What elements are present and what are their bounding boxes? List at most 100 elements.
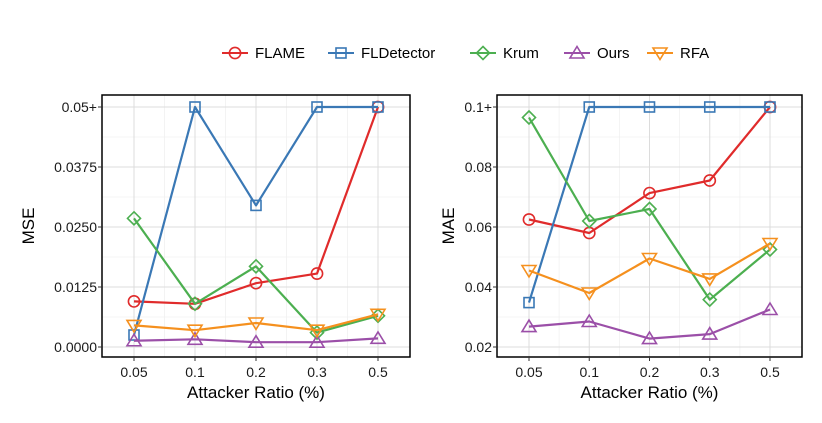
data-point [521, 109, 537, 126]
series-rfa [520, 237, 779, 302]
series-fldetector [128, 101, 384, 341]
y-tick-label: 0.05+ [62, 99, 97, 115]
x-tick-label: 0.05 [120, 364, 147, 380]
y-tick-label: 0.04 [465, 279, 492, 295]
data-point [250, 199, 262, 212]
legend-entry-ours: Ours [564, 44, 630, 62]
x-tick-label: 0.1 [185, 364, 205, 380]
legend-marker-triangle-down [651, 47, 669, 62]
data-point [701, 273, 719, 287]
data-point [703, 174, 717, 187]
series-line [133, 337, 379, 344]
x-axis-title: Attacker Ratio (%) [581, 383, 719, 402]
legend-entry-flame: FLAME [222, 45, 305, 62]
data-point [372, 101, 384, 113]
series-line [528, 308, 771, 340]
data-point [641, 201, 658, 217]
data-point [369, 330, 387, 345]
y-tick-label: 0.0250 [54, 219, 97, 235]
series-line [133, 313, 379, 332]
data-point [186, 331, 204, 346]
x-axis-title: Attacker Ratio (%) [187, 383, 325, 402]
x-tick-label: 0.5 [368, 364, 388, 380]
series-line [527, 105, 770, 303]
data-point [310, 267, 324, 280]
data-point [703, 101, 716, 113]
data-point [580, 313, 598, 328]
data-point [522, 213, 536, 226]
data-point [701, 326, 719, 340]
data-point [583, 101, 596, 113]
data-point [520, 264, 538, 279]
data-point [247, 334, 265, 349]
data-point [308, 324, 326, 339]
legend-label: RFA [680, 45, 709, 62]
legend: FLAME FLDetector Krum Ours RFA [222, 44, 709, 62]
x-tick-label: 0.3 [307, 364, 327, 380]
x-tick-label: 0.5 [760, 364, 780, 380]
data-point [762, 241, 778, 258]
data-point [247, 317, 265, 332]
data-point [189, 101, 201, 113]
data-point [127, 294, 141, 308]
series-line [132, 105, 378, 336]
series-rfa [125, 308, 387, 339]
data-point [369, 308, 387, 323]
y-tick-label: 0.1+ [464, 99, 492, 115]
data-point [248, 258, 264, 274]
series-ours [520, 301, 779, 345]
x-tick-label: 0.3 [700, 364, 720, 380]
data-point [641, 252, 658, 267]
x-tick-label: 0.2 [246, 364, 266, 380]
y-tick-label: 0.08 [465, 159, 492, 175]
y-tick-label: 0.0375 [54, 159, 97, 175]
data-point [311, 101, 323, 113]
x-tick-label: 0.2 [640, 364, 660, 380]
data-point [125, 332, 143, 347]
chart-panel-mse: 0.0000 0.0125 0.0250 0.0375 0.05+ 0.05 0.1 0.2 0… [19, 94, 411, 402]
series-line [133, 106, 380, 305]
legend-label: FLDetector [361, 45, 435, 62]
y-axis-title: MSE [19, 208, 38, 245]
y-tick-label: 0.0000 [54, 339, 97, 355]
legend-entry-rfa: RFA [647, 45, 709, 62]
legend-marker-diamond [475, 45, 491, 61]
series-line [528, 106, 771, 235]
data-point [186, 324, 204, 339]
data-point [249, 276, 263, 290]
series-ours [125, 330, 387, 349]
y-tick-label: 0.06 [465, 219, 492, 235]
data-point [643, 101, 656, 113]
chart-panel-mae: 0.02 0.04 0.06 0.08 0.1+ 0.05 0.1 0.2 0.3 0.5 Atta… [439, 94, 803, 402]
data-point [308, 334, 326, 349]
legend-entry-fldetector: FLDetector [328, 45, 435, 62]
data-point [643, 186, 656, 200]
legend-marker-square [335, 47, 347, 59]
data-point [761, 237, 779, 252]
data-point [125, 319, 143, 334]
y-axis-title: MAE [439, 208, 458, 245]
x-tick-label: 0.1 [580, 364, 600, 380]
gridlines [102, 95, 410, 357]
legend-label: Krum [503, 45, 539, 62]
series-krum [521, 109, 778, 308]
series-line [133, 217, 379, 334]
x-tick-label: 0.05 [515, 364, 542, 380]
y-tick-label: 0.0125 [54, 279, 97, 295]
y-tick-label: 0.02 [465, 339, 492, 355]
data-point [523, 296, 535, 309]
data-point [580, 287, 598, 302]
data-point [520, 318, 538, 333]
data-point [764, 101, 776, 113]
series-line [528, 242, 771, 295]
legend-entry-krum: Krum [470, 45, 539, 62]
data-point [702, 291, 718, 308]
legend-label: FLAME [255, 45, 305, 62]
data-point [641, 330, 658, 345]
data-point [761, 301, 779, 316]
data-point [581, 213, 597, 229]
legend-marker-circle [228, 46, 242, 60]
legend-label: Ours [597, 45, 630, 62]
